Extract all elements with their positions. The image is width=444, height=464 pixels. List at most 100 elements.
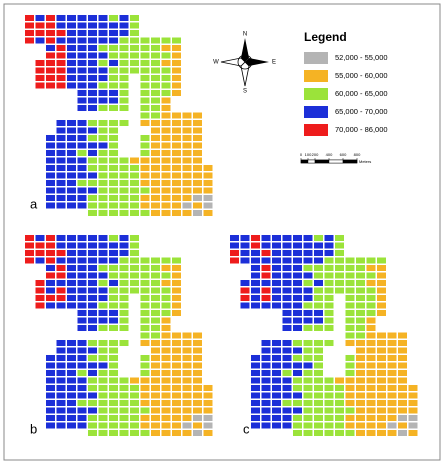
parcel — [98, 82, 108, 89]
parcel — [193, 430, 202, 436]
parcel — [366, 280, 376, 286]
parcel — [140, 362, 150, 369]
parcel — [377, 385, 386, 391]
parcel — [46, 235, 55, 241]
parcel — [161, 180, 171, 186]
parcel — [335, 272, 344, 279]
parcel — [151, 187, 160, 194]
parcel — [193, 150, 202, 156]
parcel — [345, 265, 355, 271]
parcel — [88, 340, 97, 346]
parcel — [140, 97, 150, 104]
parcel — [140, 150, 150, 156]
parcel — [56, 362, 66, 369]
parcel — [193, 332, 202, 339]
parcel — [77, 422, 87, 429]
parcel — [303, 392, 313, 399]
parcel — [161, 257, 171, 264]
parcel — [46, 287, 55, 294]
parcel — [77, 52, 87, 59]
parcel — [151, 75, 160, 81]
parcel — [67, 347, 76, 354]
parcel — [77, 202, 87, 209]
parcel — [88, 172, 97, 179]
parcel — [261, 355, 271, 361]
parcel — [282, 370, 292, 376]
parcel — [303, 422, 313, 429]
parcel — [77, 370, 87, 376]
parcel — [88, 362, 97, 369]
parcel — [282, 340, 292, 346]
parcel — [56, 120, 66, 126]
parcel — [56, 347, 66, 354]
parcel — [335, 242, 344, 249]
parcel — [272, 302, 281, 309]
parcel — [140, 430, 150, 436]
parcel — [46, 15, 55, 21]
parcel — [109, 127, 118, 134]
parcel — [109, 317, 118, 324]
parcel — [356, 295, 365, 301]
parcel — [345, 295, 355, 301]
parcel — [335, 422, 344, 429]
legend-label: 52,000 - 55,000 — [335, 53, 388, 62]
parcel — [261, 347, 271, 354]
parcel — [161, 157, 171, 164]
parcel — [88, 310, 97, 316]
parcel — [67, 377, 76, 384]
parcel — [140, 400, 150, 406]
parcel — [67, 355, 76, 361]
parcel — [119, 187, 129, 194]
parcel — [98, 75, 108, 81]
parcel — [67, 135, 76, 141]
parcel — [203, 400, 213, 406]
parcel — [230, 257, 239, 264]
parcel — [109, 75, 118, 81]
parcel — [324, 377, 334, 384]
parcel — [193, 415, 202, 421]
parcel — [109, 235, 118, 241]
parcel — [172, 45, 181, 51]
parcel — [251, 272, 260, 279]
parcel — [98, 202, 108, 209]
parcel — [119, 415, 129, 421]
parcel — [67, 370, 76, 376]
parcel — [46, 377, 55, 384]
parcel — [387, 400, 397, 406]
parcel — [303, 400, 313, 406]
parcel — [282, 272, 292, 279]
parcel — [366, 422, 376, 429]
parcel — [109, 355, 118, 361]
parcel — [56, 150, 66, 156]
parcel — [98, 60, 108, 66]
parcel — [88, 257, 97, 264]
parcel — [161, 67, 171, 74]
parcel — [324, 250, 334, 256]
legend-label: 55,000 - 60,000 — [335, 71, 388, 80]
parcel — [182, 377, 192, 384]
parcel — [398, 407, 407, 414]
parcel — [46, 180, 55, 186]
parcel — [77, 105, 87, 111]
parcel — [282, 242, 292, 249]
parcel — [335, 265, 344, 271]
parcel — [172, 112, 181, 119]
parcel — [140, 60, 150, 66]
parcel — [98, 105, 108, 111]
parcel — [293, 235, 302, 241]
parcel — [203, 385, 213, 391]
parcel — [67, 202, 76, 209]
parcel — [46, 30, 55, 36]
parcel — [240, 257, 250, 264]
parcel — [151, 60, 160, 66]
parcel — [282, 362, 292, 369]
parcel — [88, 37, 97, 44]
parcel — [130, 250, 139, 256]
parcel — [25, 37, 34, 44]
parcel — [109, 370, 118, 376]
parcel — [109, 15, 118, 21]
parcel — [172, 82, 181, 89]
parcel — [366, 332, 376, 339]
map-panel — [25, 15, 213, 216]
